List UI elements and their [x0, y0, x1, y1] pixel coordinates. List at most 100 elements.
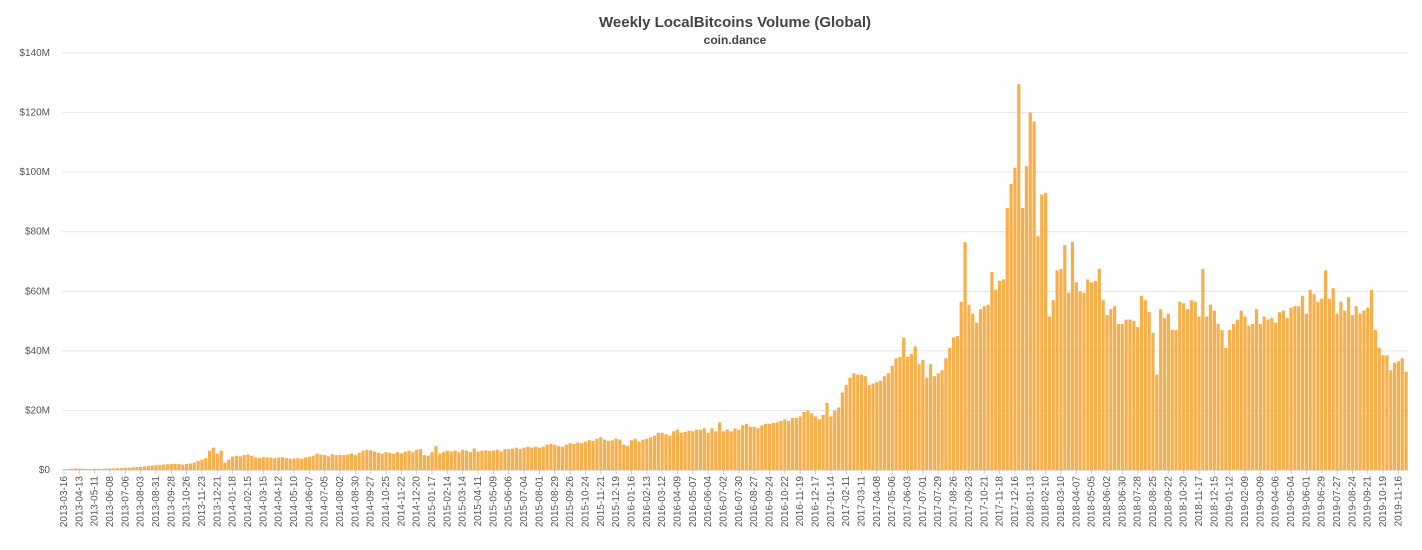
bar: [1059, 268, 1063, 470]
bar: [200, 459, 204, 470]
x-tick-label: 2019-08-24: [1347, 476, 1358, 528]
bar: [208, 450, 212, 470]
bar: [1320, 298, 1324, 470]
bar: [131, 467, 135, 470]
bar: [675, 429, 680, 470]
bar: [89, 469, 93, 470]
y-tick-label: $0: [39, 465, 51, 476]
bar: [748, 426, 752, 470]
bar: [323, 455, 327, 470]
bar: [978, 309, 983, 470]
bar: [242, 455, 246, 470]
x-tick-label: 2013-03-16: [59, 476, 70, 528]
bar: [1116, 324, 1121, 470]
bar: [1366, 307, 1370, 470]
bar: [326, 456, 331, 470]
bar: [591, 440, 595, 470]
bar: [856, 374, 860, 470]
bar: [1385, 355, 1389, 470]
bar: [81, 468, 85, 470]
bar: [1205, 316, 1209, 470]
bar: [223, 462, 227, 470]
x-tick-label: 2015-10-24: [580, 476, 591, 528]
bar: [372, 451, 377, 470]
bar: [825, 402, 829, 470]
x-tick-label: 2018-06-30: [1117, 476, 1128, 528]
bar: [775, 422, 779, 470]
bar: [1312, 294, 1316, 470]
bar: [928, 364, 933, 470]
bar: [821, 414, 825, 470]
bar: [599, 437, 603, 470]
x-tick-label: 2013-06-08: [105, 476, 116, 528]
x-tick-label: 2014-10-25: [381, 476, 392, 528]
bar: [802, 411, 806, 470]
bar: [353, 455, 357, 470]
bar: [898, 356, 902, 470]
bar: [1373, 330, 1378, 470]
x-tick-label: 2015-05-09: [488, 476, 499, 528]
bar: [737, 429, 741, 470]
bar: [909, 353, 914, 470]
bar: [549, 443, 553, 470]
bar: [384, 452, 388, 470]
bar: [257, 458, 262, 470]
bar: [1047, 316, 1052, 470]
bar: [955, 335, 960, 470]
bar: [844, 385, 848, 470]
bar: [721, 431, 726, 470]
bar: [541, 446, 545, 470]
bar: [1389, 370, 1393, 470]
bar: [1086, 279, 1090, 470]
bar: [813, 416, 818, 470]
bar: [311, 455, 315, 470]
bar: [288, 458, 292, 470]
bar: [691, 431, 695, 470]
x-tick-label: 2014-05-10: [289, 476, 300, 528]
bar: [342, 455, 346, 470]
bar: [672, 431, 676, 470]
bar: [579, 443, 584, 470]
bar: [395, 452, 400, 470]
bar: [334, 455, 338, 470]
bar: [1281, 310, 1285, 470]
bar: [1113, 306, 1117, 470]
bar: [154, 465, 158, 470]
bar: [595, 438, 599, 470]
bar: [687, 430, 691, 470]
bar: [1266, 319, 1270, 470]
bar: [123, 467, 127, 470]
bar: [62, 469, 66, 470]
bar: [415, 449, 419, 470]
bar: [265, 457, 269, 470]
bar: [1178, 301, 1182, 470]
x-tick-label: 2016-11-19: [795, 476, 806, 527]
bar: [695, 429, 699, 470]
bar: [246, 454, 250, 470]
bar: [905, 356, 910, 470]
bar: [829, 416, 833, 470]
bar: [418, 449, 423, 470]
bar: [1251, 324, 1255, 470]
bar: [430, 452, 434, 470]
bar: [1024, 166, 1029, 470]
bar: [576, 442, 580, 470]
bar: [77, 468, 81, 470]
x-tick-label: 2016-07-02: [718, 476, 729, 528]
bar: [894, 358, 898, 470]
bar: [1224, 347, 1228, 470]
bar: [66, 469, 70, 470]
bar: [882, 376, 887, 470]
bar: [365, 449, 369, 470]
bar: [1036, 236, 1040, 470]
bar: [974, 322, 979, 470]
bar: [510, 448, 515, 470]
bar: [833, 410, 837, 470]
bar: [457, 452, 461, 470]
x-tick-label: 2014-04-12: [274, 476, 285, 528]
bar: [108, 468, 112, 470]
bar: [1109, 309, 1113, 470]
x-tick-label: 2015-12-19: [611, 476, 622, 528]
bar: [794, 417, 798, 470]
x-tick-label: 2013-09-28: [166, 476, 177, 528]
